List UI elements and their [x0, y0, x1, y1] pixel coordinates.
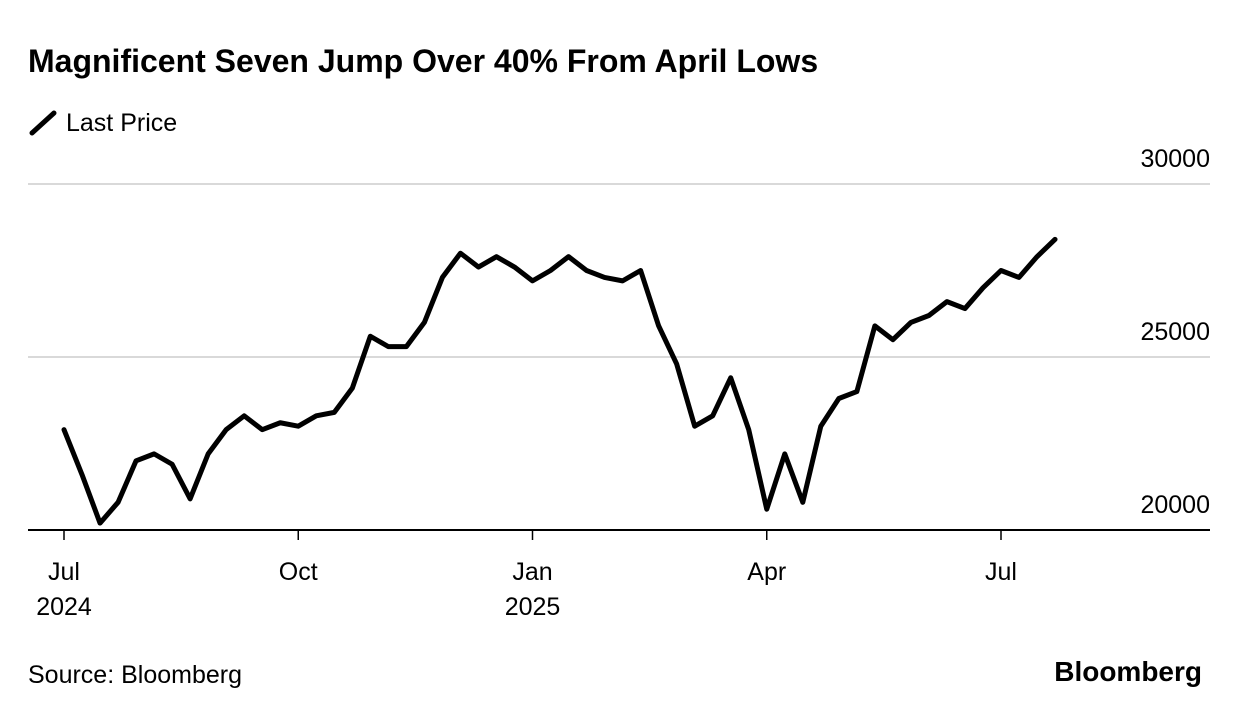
- brand-logo: Bloomberg: [1054, 656, 1202, 687]
- source: Source: Bloomberg: [28, 661, 242, 689]
- x-tick-label: Oct: [279, 558, 318, 586]
- x-tick-label: Jul 2024: [36, 558, 92, 621]
- price-line: [61, 236, 1058, 526]
- chart-title: Magnificent Seven Jump Over 40% From Apr…: [28, 43, 818, 79]
- x-tick-label: Jul: [985, 558, 1017, 586]
- y-tick-label: 30000: [1140, 145, 1210, 173]
- x-tick-label: Jan 2025: [505, 558, 561, 621]
- x-tick-label: Apr: [747, 558, 786, 586]
- y-tick-label: 25000: [1140, 318, 1210, 346]
- legend-swatch: [29, 110, 57, 136]
- legend-label: Last Price: [66, 109, 177, 137]
- y-tick-label: 20000: [1140, 491, 1210, 519]
